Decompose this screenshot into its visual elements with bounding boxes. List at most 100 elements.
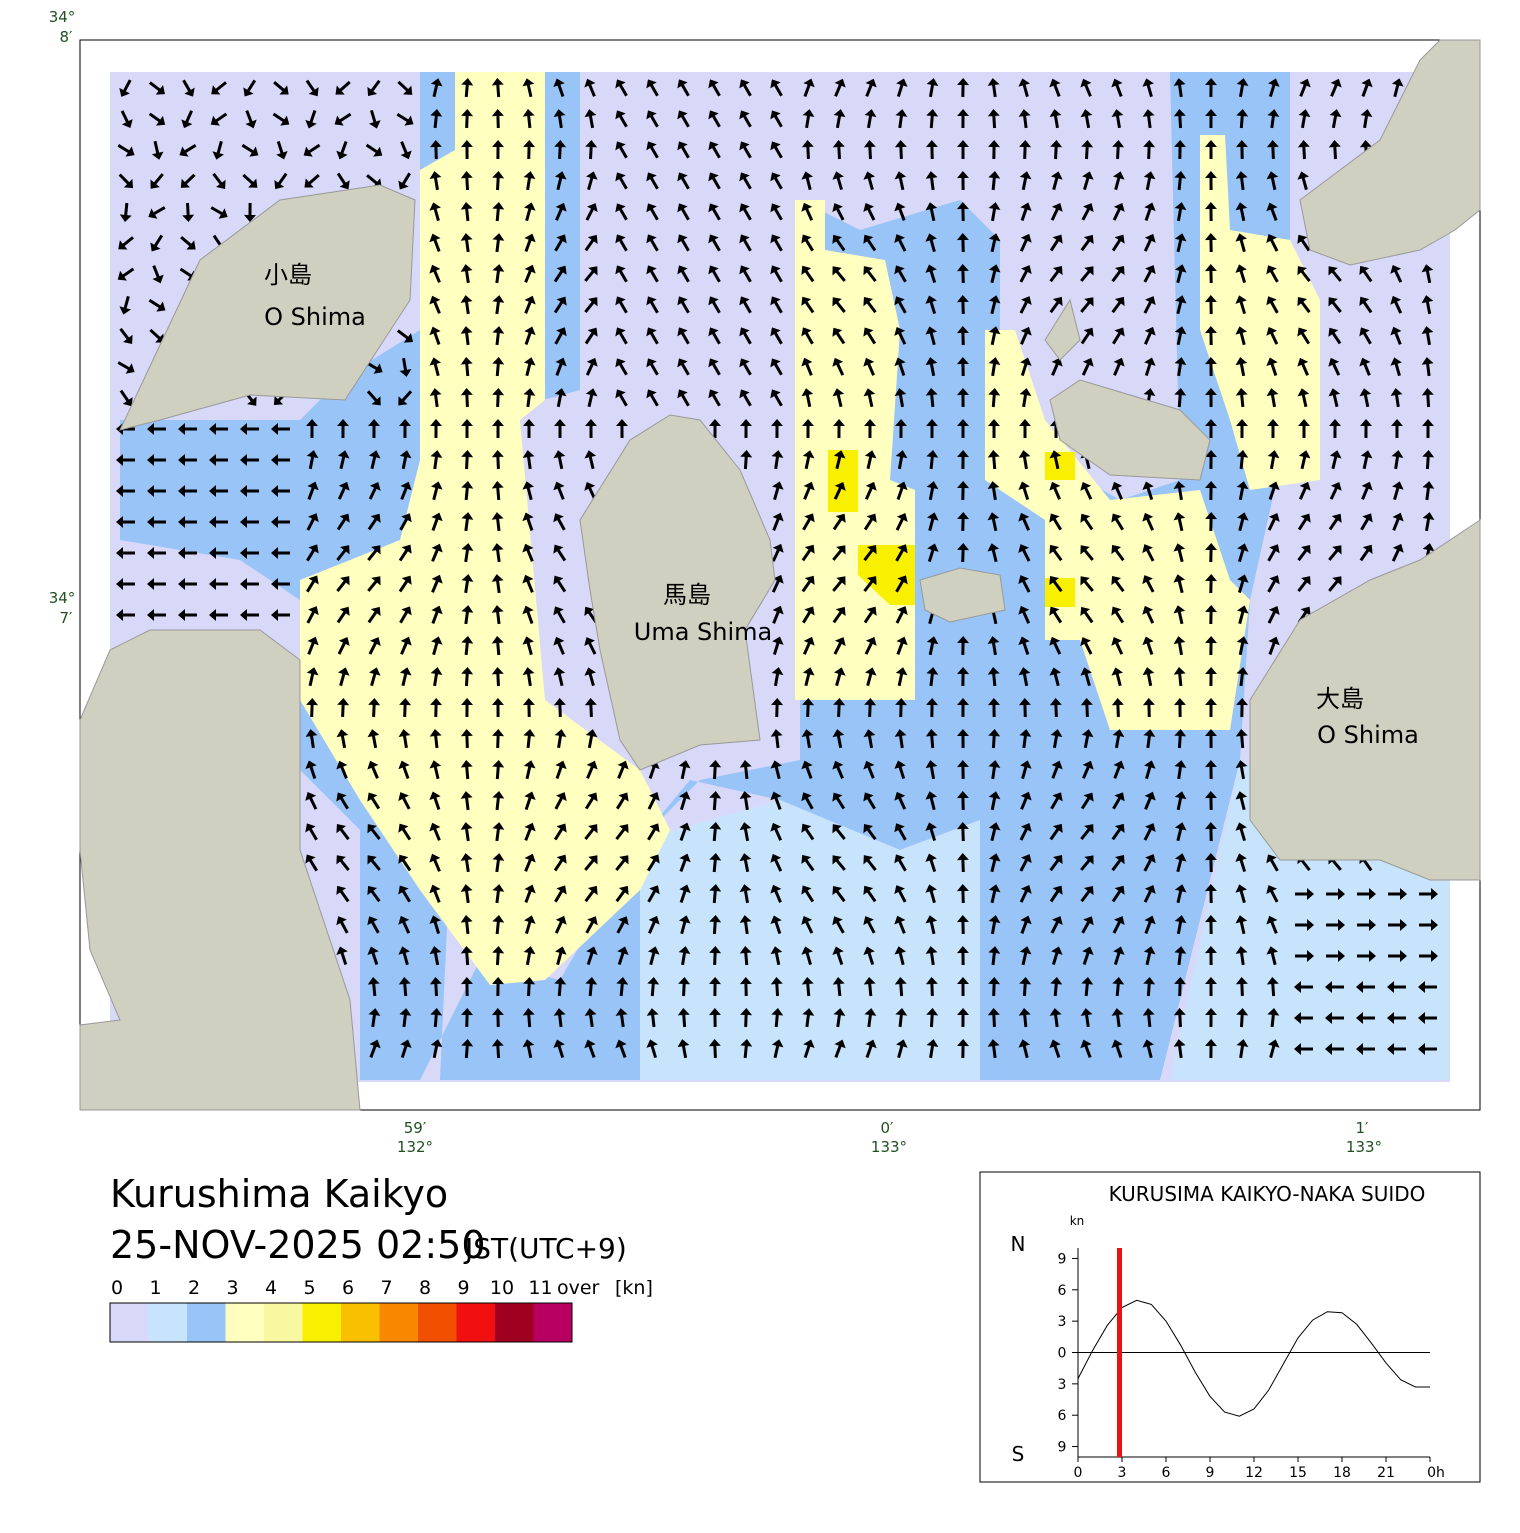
current-arrow [1204,388,1217,408]
current-arrow [1173,667,1186,687]
current-arrow [770,729,783,749]
current-arrow [1020,760,1032,780]
current-arrow [679,884,691,904]
current-arrow [491,481,504,501]
current-arrow [926,450,939,470]
current-arrow [336,576,350,592]
current-arrow [1050,792,1063,810]
current-arrow [894,791,907,810]
current-arrow [1298,419,1311,439]
current-arrow [678,977,691,997]
current-arrow [430,450,443,470]
current-arrow [987,1008,1000,1028]
current-arrow [554,140,567,160]
current-arrow [956,884,969,904]
current-arrow [553,481,565,500]
current-arrow [116,578,135,590]
current-arrow [894,760,906,780]
x-tick-label: 0h [1427,1465,1445,1481]
current-arrow [864,698,877,718]
current-arrow [460,977,473,997]
y-tick-label: 3 [1058,1314,1067,1330]
current-arrow [1266,357,1278,377]
current-arrow [801,575,815,593]
current-arrow [832,297,846,313]
current-arrow [708,79,721,97]
current-arrow [801,977,814,997]
current-arrow [1111,823,1125,841]
current-arrow [1205,698,1218,718]
current-arrow [584,606,598,624]
current-arrow [553,296,567,314]
current-arrow [271,547,290,559]
current-arrow [677,358,690,376]
current-arrow [491,636,504,656]
current-arrow [1328,140,1341,160]
current-arrow [926,419,939,439]
current-arrow [1237,574,1249,594]
current-arrow [1143,233,1156,252]
current-arrow [801,296,815,314]
north-label: N [1011,1232,1026,1256]
current-arrow [1144,326,1156,345]
current-arrow [988,853,1001,873]
current-arrow [678,760,691,780]
current-arrow [1049,606,1063,624]
current-arrow [801,140,814,160]
current-arrow [615,1008,628,1028]
y-tick-label: 0 [1058,1346,1067,1362]
current-arrow [1235,233,1248,253]
current-arrow [400,636,412,655]
current-arrow [1236,481,1249,501]
current-arrow [739,234,752,252]
tide-curve [1077,1299,1430,1417]
current-arrow [553,575,567,593]
current-arrow [460,946,473,966]
current-arrow [522,450,535,470]
current-arrow [770,110,783,128]
current-arrow [461,667,474,687]
place-label: 馬島 [663,581,711,609]
current-arrow [834,667,846,687]
current-arrow [925,977,938,997]
current-arrow [147,609,166,621]
current-arrow [988,915,1001,935]
current-arrow [1297,327,1311,345]
current-arrow [1235,202,1248,222]
current-arrow [1235,171,1248,191]
current-arrow [1205,419,1218,439]
current-arrow [739,791,752,811]
current-arrow [1112,171,1125,191]
current-arrow [1387,1043,1406,1055]
current-arrow [896,78,908,98]
current-arrow [1049,78,1061,97]
current-arrow [708,172,721,190]
current-arrow [1019,265,1032,283]
current-arrow [523,977,536,997]
current-arrow [1357,888,1376,900]
current-arrow [1080,297,1094,313]
current-arrow [617,760,629,779]
current-arrow [148,298,166,312]
current-arrow [679,791,691,811]
current-arrow [1080,792,1094,810]
current-arrow [178,516,197,528]
current-arrow [306,513,319,531]
current-arrow [1020,357,1032,377]
chart-title: KURUSIMA KAIKYO-NAKA SUIDO [1109,1182,1426,1206]
current-arrow [1173,574,1186,594]
current-arrow [1018,698,1031,718]
legend-swatch [379,1303,418,1342]
current-arrow [305,854,318,872]
current-arrow [1236,636,1249,656]
current-arrow [147,547,166,559]
current-arrow [863,916,876,934]
current-arrow [336,855,350,871]
current-arrow [833,1008,846,1028]
legend-swatch [187,1303,226,1342]
current-arrow [179,143,197,157]
current-arrow [305,79,319,97]
current-arrow [240,454,259,466]
current-arrow [802,1008,815,1028]
current-arrow [926,1008,939,1028]
